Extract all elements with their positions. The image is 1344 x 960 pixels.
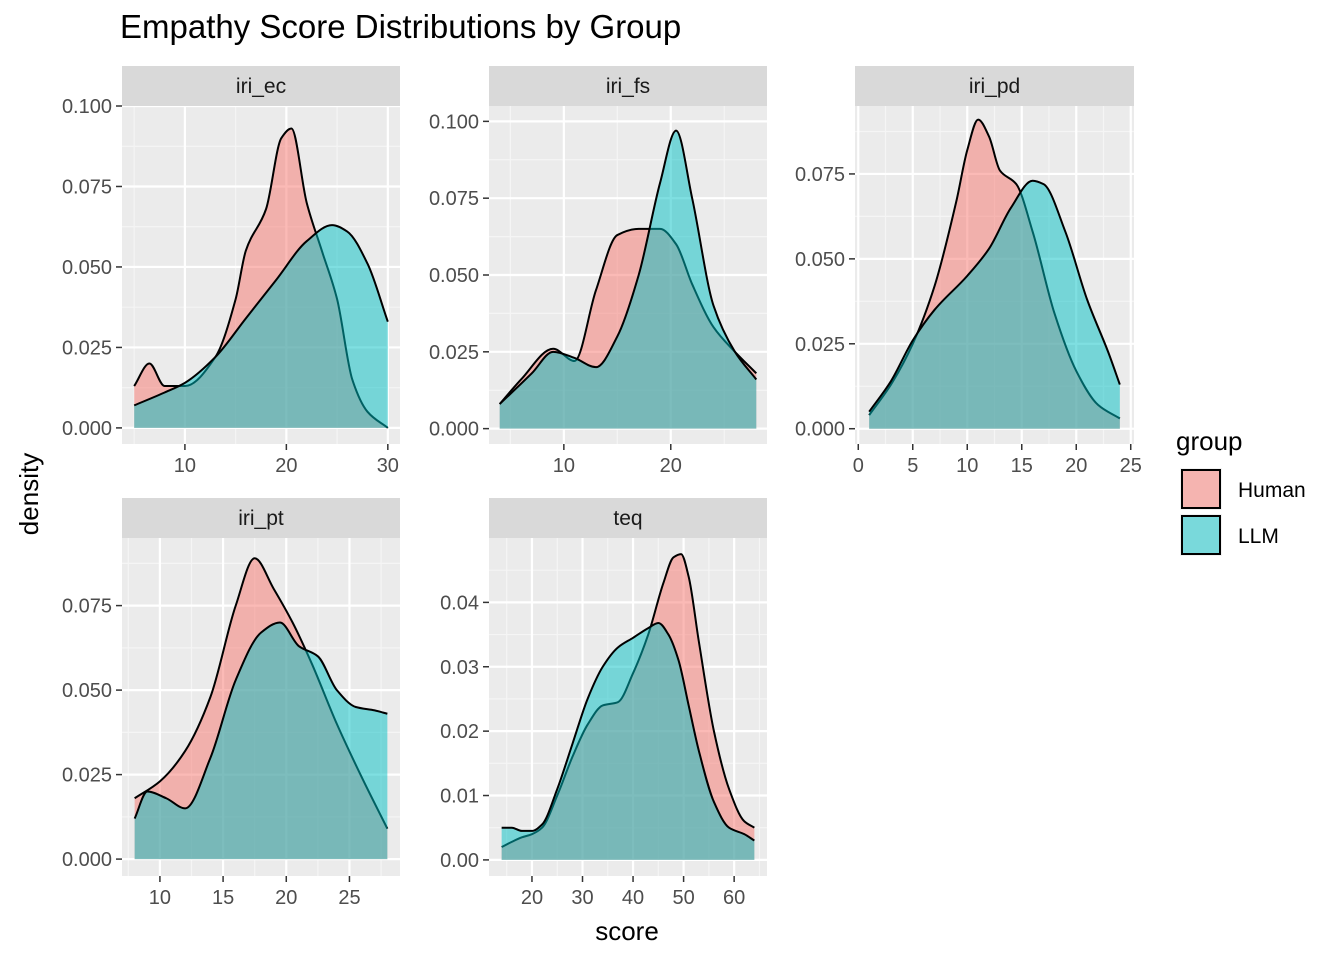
y-tick-label: 0.050 — [795, 249, 845, 271]
density-area-llm — [869, 180, 1120, 429]
y-tick-label: 0.00 — [440, 850, 479, 872]
y-tick-label: 0.050 — [429, 265, 479, 287]
legend-item-human: Human — [1180, 468, 1306, 510]
x-tick-label: 20 — [275, 887, 297, 909]
legend-title: group — [1176, 426, 1243, 456]
legend-items: Human LLM — [1180, 468, 1306, 556]
density-area-llm — [501, 622, 755, 860]
legend-item-llm: LLM — [1180, 514, 1279, 556]
density-line-llm — [133, 224, 389, 407]
x-tick-label: 20 — [521, 887, 543, 909]
x-tick-label: 10 — [174, 455, 196, 477]
density-areas — [868, 118, 1121, 429]
y-tick-label: 0.000 — [795, 419, 845, 441]
y-axis-title: density — [14, 453, 44, 535]
facet-strip — [122, 66, 400, 106]
y-tick-label: 0.025 — [62, 765, 112, 787]
x-tick-label: 15 — [1011, 455, 1033, 477]
facet-strip — [489, 66, 767, 106]
y-tick-label: 0.075 — [62, 176, 112, 198]
facet-strip — [855, 66, 1134, 106]
y-tick-label: 0.075 — [62, 596, 112, 618]
x-tick-label: 30 — [377, 455, 399, 477]
facet-strip-label: iri_pt — [238, 507, 284, 530]
y-tick-label: 0.025 — [62, 337, 112, 359]
facet-iri-fs: iri_fs 10 20 0.000 0.025 0.050 0.075 0.100 — [429, 66, 767, 477]
y-tick-label: 0.04 — [440, 592, 479, 614]
x-tick-label: 20 — [275, 455, 297, 477]
facet-strip-label: iri_fs — [606, 75, 650, 98]
density-area-llm — [134, 622, 388, 860]
density-areas — [133, 127, 389, 429]
y-tick-label: 0.03 — [440, 657, 479, 679]
density-areas — [133, 557, 389, 860]
facet-strip — [489, 498, 767, 538]
y-tick-label: 0.050 — [62, 257, 112, 279]
x-tick-label: 10 — [149, 887, 171, 909]
y-tick-label: 0.100 — [62, 96, 112, 118]
facet-iri-ec: iri_ec 10 20 30 0.000 0.025 0.050 0.075 0.100 — [62, 66, 400, 477]
legend-label: LLM — [1238, 525, 1279, 548]
x-axis-title: score — [595, 916, 659, 946]
x-tick-label: 10 — [956, 455, 978, 477]
density-line-llm — [868, 179, 1121, 413]
y-tick-label: 0.075 — [429, 188, 479, 210]
facet-strip-label: iri_pd — [969, 75, 1020, 98]
density-line-llm — [498, 129, 758, 405]
x-tick-label: 5 — [907, 455, 918, 477]
y-tick-label: 0.000 — [62, 849, 112, 871]
legend: group Human LLM — [1176, 426, 1306, 556]
legend-label: Human — [1238, 479, 1306, 502]
facet-strip-label: iri_ec — [236, 75, 286, 98]
density-line-llm — [501, 621, 755, 842]
x-tick-label: 0 — [853, 455, 864, 477]
density-area-llm — [134, 225, 388, 428]
y-tick-label: 0.050 — [62, 680, 112, 702]
x-tick-label: 20 — [660, 455, 682, 477]
density-line-llm — [133, 621, 388, 819]
facet-iri-pd: iri_pd 0 5 10 15 20 25 0.000 0.025 0.050 0.075 — [795, 66, 1142, 477]
facet-strip-label: teq — [613, 507, 642, 530]
density-areas — [498, 129, 758, 429]
x-tick-label: 25 — [338, 887, 360, 909]
x-tick-label: 10 — [553, 455, 575, 477]
legend-swatch — [1181, 469, 1221, 509]
y-tick-label: 0.000 — [62, 418, 112, 440]
x-tick-label: 30 — [571, 887, 593, 909]
y-tick-label: 0.025 — [795, 334, 845, 356]
y-tick-label: 0.075 — [795, 164, 845, 186]
facet-strip — [122, 498, 400, 538]
facet-iri-pt: iri_pt 10 15 20 25 0.000 0.025 0.050 0.075 — [62, 498, 400, 909]
chart-title: Empathy Score Distributions by Group — [120, 8, 682, 45]
y-tick-label: 0.01 — [440, 786, 479, 808]
y-tick-label: 0.02 — [440, 721, 479, 743]
x-tick-label: 40 — [622, 887, 644, 909]
x-tick-label: 25 — [1120, 455, 1142, 477]
legend-swatch — [1181, 515, 1221, 555]
y-tick-label: 0.100 — [429, 111, 479, 133]
x-tick-label: 15 — [212, 887, 234, 909]
x-tick-label: 60 — [723, 887, 745, 909]
y-tick-label: 0.000 — [429, 419, 479, 441]
y-tick-label: 0.025 — [429, 342, 479, 364]
x-tick-label: 50 — [672, 887, 694, 909]
facet-teq: teq 20 30 40 50 60 0.00 0.01 0.02 0.03 0.04 — [440, 498, 767, 909]
density-areas — [501, 553, 755, 860]
x-tick-label: 20 — [1065, 455, 1087, 477]
